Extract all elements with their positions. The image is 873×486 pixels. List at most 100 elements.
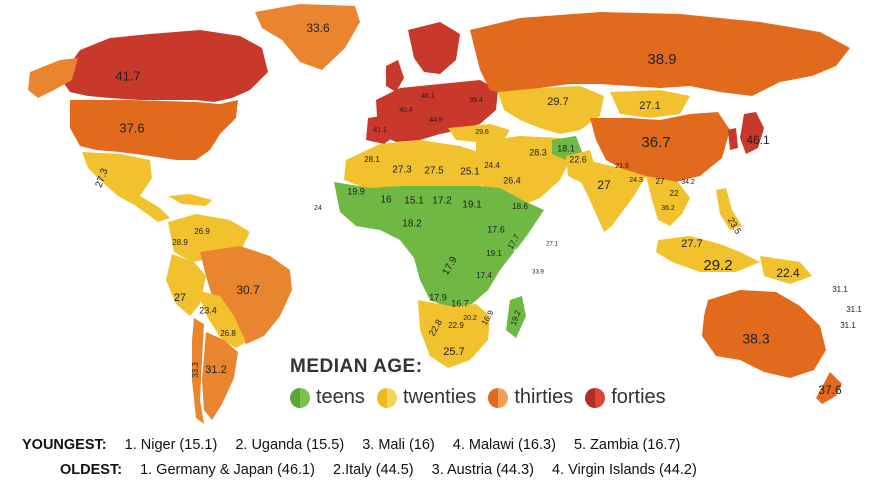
region-chile — [192, 318, 204, 424]
oldest-label: OLDEST: — [60, 462, 123, 478]
label-morocco: 28.1 — [364, 155, 380, 164]
label-namibia: 22.8 — [427, 318, 444, 338]
label-laos: 36.2 — [661, 205, 675, 212]
region-russia — [470, 12, 850, 96]
legend-label-forties: forties — [611, 386, 666, 408]
label-mauritania: 19.9 — [347, 186, 365, 196]
region-korea — [728, 128, 738, 150]
label-wsahara: 27.3 — [392, 165, 412, 176]
label-afghan: 18.1 — [557, 143, 575, 153]
label-libya: 25.1 — [460, 167, 480, 178]
legend: MEDIAN AGE: teens twenties thirties fort… — [290, 356, 710, 409]
label-venezuela: 26.9 — [194, 227, 210, 236]
label-argentina: 31.2 — [205, 364, 226, 376]
region-canada — [60, 30, 268, 102]
label-botswana: 22.9 — [448, 321, 464, 330]
region-indonesia — [656, 236, 760, 272]
label-paraguay: 26.8 — [220, 329, 236, 338]
region-iberia — [366, 114, 398, 144]
youngest-line: YOUNGEST: 1. Niger (15.1) 2. Uganda (15.… — [22, 437, 680, 453]
oldest-item: 4. Virgin Islands (44.2) — [552, 462, 697, 478]
label-peru: 27 — [174, 292, 186, 304]
label-zimbabwe: 20.2 — [463, 315, 477, 322]
oldest-line: OLDEST: 1. Germany & Japan (46.1) 2.Ital… — [60, 462, 697, 478]
legend-item-teens: teens — [290, 386, 365, 409]
label-spain: 41.1 — [373, 127, 387, 134]
label-papua: 22.4 — [776, 266, 800, 280]
label-germany: 46.1 — [421, 93, 435, 100]
region-scandinavia — [408, 22, 460, 74]
label-madagascar: 19.2 — [509, 308, 523, 326]
label-angola: 17.9 — [429, 292, 447, 302]
legend-label-twenties: twenties — [402, 386, 477, 408]
label-chad: 17.2 — [432, 196, 452, 207]
label-pacific3: 31.1 — [840, 321, 856, 330]
region-australia — [702, 290, 826, 378]
region-peru — [166, 254, 206, 316]
legend-title: MEDIAN AGE: — [290, 356, 423, 377]
region-china — [590, 112, 730, 182]
label-southafrica: 25.7 — [443, 346, 464, 358]
youngest-item: 5. Zambia (16.7) — [573, 437, 681, 453]
world-map — [28, 4, 850, 424]
region-se-asia — [646, 176, 690, 226]
label-australia: 38.3 — [742, 331, 769, 347]
forties-swatch-icon — [585, 387, 606, 408]
teens-swatch-icon — [290, 387, 310, 408]
label-burma: 27 — [656, 177, 665, 186]
label-usa: 37.6 — [119, 120, 144, 135]
youngest-item: 3. Mali (16) — [362, 437, 435, 453]
region-horn — [500, 188, 544, 250]
region-philippines — [716, 188, 742, 230]
region-sahel-west — [334, 182, 520, 308]
label-russia: 38.9 — [647, 51, 676, 68]
label-algeria: 27.5 — [424, 166, 444, 177]
label-india: 27 — [597, 178, 611, 192]
thirties-swatch-icon — [488, 387, 509, 408]
label-nz: 37.6 — [818, 383, 842, 397]
label-kazakhstan: 29.7 — [547, 96, 568, 108]
label-somalia: 17.7 — [506, 232, 522, 250]
label-brazil: 30.7 — [236, 283, 260, 297]
oldest-item: 2.Italy (44.5) — [333, 462, 414, 478]
label-chile: 33.3 — [191, 362, 200, 378]
legend-item-forties: forties — [585, 386, 666, 409]
region-turkey — [448, 124, 510, 142]
label-mozambique: 16.9 — [480, 308, 496, 326]
region-north-africa — [344, 140, 500, 190]
legend-items: teens twenties thirties forties — [290, 386, 710, 409]
label-greenland: 33.6 — [306, 21, 330, 35]
label-bangladesh: 24.3 — [629, 177, 643, 184]
label-niger: 15.1 — [404, 196, 424, 207]
label-mauritius: 33.9 — [532, 270, 544, 276]
label-nepal: 21.9 — [615, 163, 629, 170]
youngest-item: 1. Niger (15.1) — [124, 437, 218, 453]
label-ukraine: 39.4 — [469, 97, 483, 104]
label-nigeria: 18.2 — [402, 219, 422, 230]
youngest-label: YOUNGEST: — [22, 437, 107, 453]
label-kenya: 19.1 — [486, 249, 502, 258]
legend-item-twenties: twenties — [376, 386, 477, 409]
label-canada: 41.7 — [115, 68, 140, 83]
label-saudi: 26.4 — [503, 175, 521, 185]
label-mali: 16 — [380, 195, 392, 206]
region-mongolia — [610, 90, 690, 118]
label-bolivia: 23.4 — [199, 305, 217, 315]
label-pacific2: 31.1 — [846, 305, 862, 314]
region-southern-africa — [418, 300, 490, 368]
region-argentina — [202, 332, 238, 420]
label-egypt: 24.4 — [484, 161, 500, 170]
region-alaska — [28, 58, 78, 98]
label-pacific1: 31.1 — [832, 285, 848, 294]
region-madagascar — [506, 296, 526, 338]
label-mongolia: 27.1 — [639, 100, 660, 112]
label-italy: 44.5 — [429, 117, 443, 124]
region-bolivia-paraguay — [196, 290, 246, 348]
youngest-item: 2. Uganda (15.5) — [235, 437, 345, 453]
label-iran: 28.3 — [529, 147, 547, 157]
region-caribbean — [168, 194, 212, 206]
region-papua — [760, 256, 812, 284]
label-pakistan: 22.6 — [569, 154, 587, 164]
legend-item-thirties: thirties — [488, 386, 573, 409]
